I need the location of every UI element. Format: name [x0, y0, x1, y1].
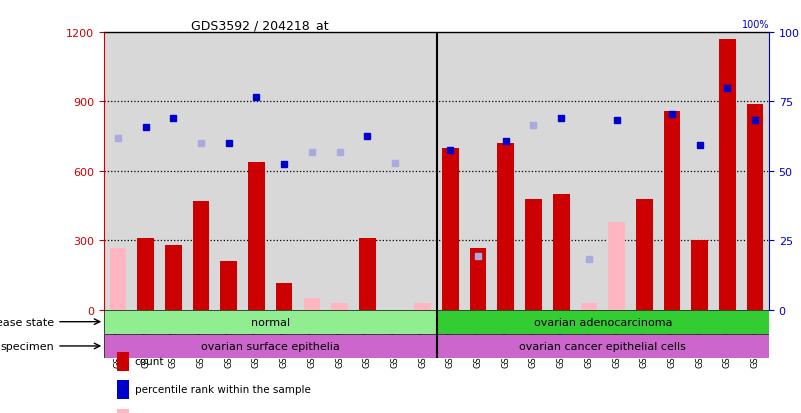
- Bar: [469, 249, 486, 310]
- Bar: [719, 40, 735, 310]
- Bar: [353, 33, 381, 310]
- Bar: [193, 202, 209, 310]
- Bar: [138, 238, 154, 310]
- Bar: [165, 245, 182, 310]
- Bar: [636, 199, 653, 310]
- Bar: [187, 33, 215, 310]
- Bar: [525, 199, 541, 310]
- Bar: [381, 33, 409, 310]
- Bar: [437, 310, 769, 334]
- Bar: [414, 303, 431, 310]
- Text: normal: normal: [251, 317, 290, 327]
- Bar: [104, 33, 132, 310]
- Bar: [492, 33, 520, 310]
- Bar: [437, 33, 465, 310]
- Bar: [714, 33, 741, 310]
- Bar: [220, 261, 237, 310]
- Bar: [118, 351, 130, 371]
- Bar: [442, 148, 459, 310]
- Text: specimen: specimen: [1, 341, 54, 351]
- Bar: [520, 33, 547, 310]
- Bar: [243, 33, 270, 310]
- Bar: [276, 283, 292, 310]
- Text: percentile rank within the sample: percentile rank within the sample: [135, 385, 311, 394]
- Bar: [664, 112, 680, 310]
- Bar: [686, 33, 714, 310]
- Bar: [298, 33, 326, 310]
- Bar: [747, 104, 763, 310]
- Bar: [326, 33, 353, 310]
- Bar: [248, 162, 265, 310]
- Bar: [465, 33, 492, 310]
- Bar: [409, 33, 437, 310]
- Bar: [332, 303, 348, 310]
- Bar: [132, 33, 159, 310]
- Text: ovarian adenocarcinoma: ovarian adenocarcinoma: [533, 317, 672, 327]
- Bar: [437, 334, 769, 358]
- Bar: [658, 33, 686, 310]
- Text: GDS3592 / 204218_at: GDS3592 / 204218_at: [191, 19, 328, 32]
- Bar: [581, 303, 598, 310]
- Bar: [575, 33, 602, 310]
- Bar: [215, 33, 243, 310]
- Bar: [741, 33, 769, 310]
- Bar: [547, 33, 575, 310]
- Bar: [602, 33, 630, 310]
- Bar: [110, 249, 127, 310]
- Bar: [304, 298, 320, 310]
- Bar: [553, 195, 570, 310]
- Text: ovarian cancer epithelial cells: ovarian cancer epithelial cells: [519, 341, 686, 351]
- Bar: [118, 380, 130, 399]
- Text: ovarian surface epithelia: ovarian surface epithelia: [201, 341, 340, 351]
- Text: count: count: [135, 356, 164, 366]
- Bar: [159, 33, 187, 310]
- Bar: [270, 33, 298, 310]
- Text: 100%: 100%: [742, 20, 769, 30]
- Bar: [359, 238, 376, 310]
- Text: disease state: disease state: [0, 317, 54, 327]
- Bar: [630, 33, 658, 310]
- Bar: [104, 334, 437, 358]
- Bar: [608, 222, 625, 310]
- Bar: [118, 408, 130, 413]
- Bar: [691, 241, 708, 310]
- Bar: [104, 310, 437, 334]
- Bar: [497, 144, 514, 310]
